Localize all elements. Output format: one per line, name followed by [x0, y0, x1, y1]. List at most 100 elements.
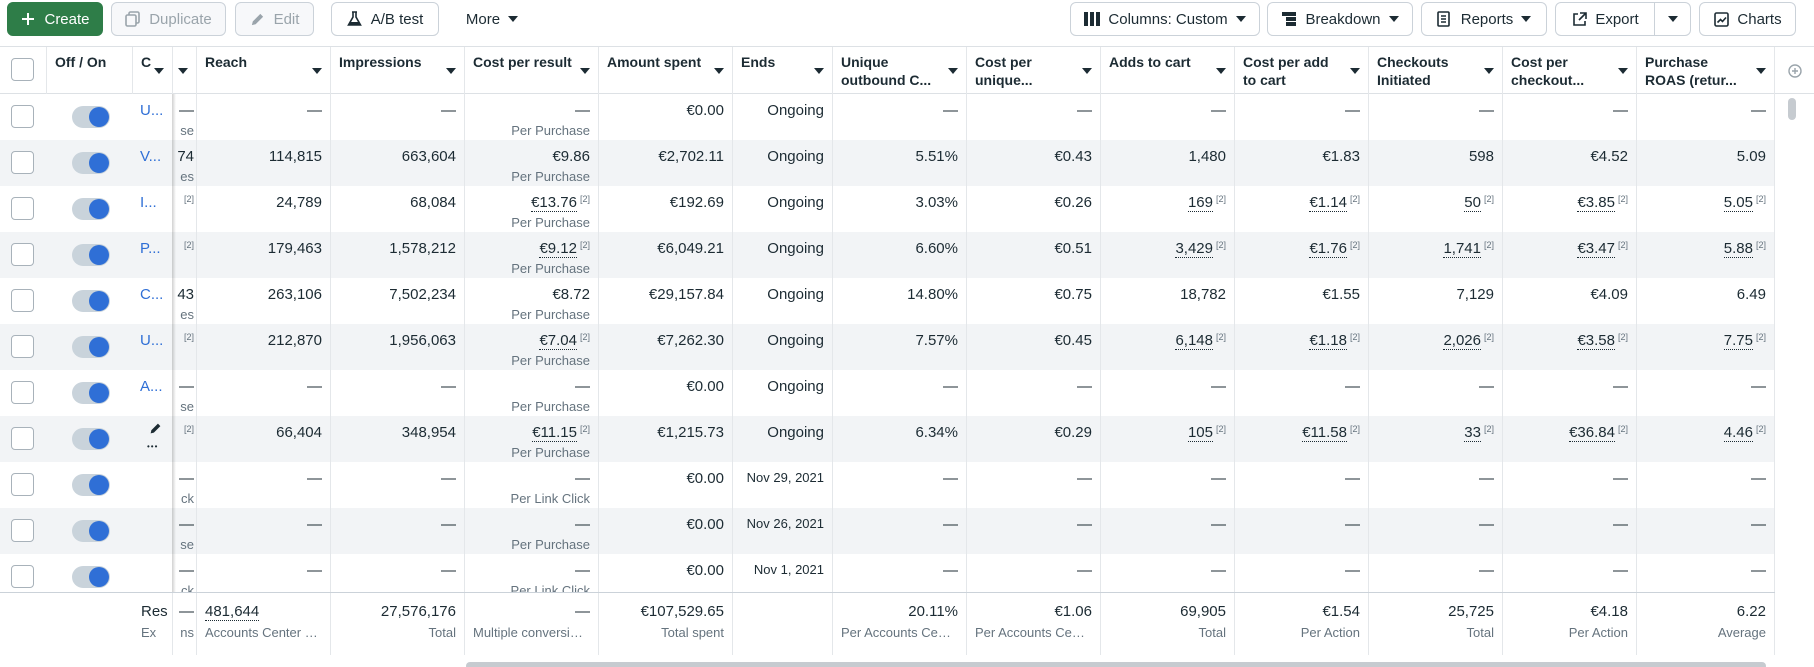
table-row[interactable]: U... — se — — — Per Purchase €0.00 Ongoing — — — — — —…: [0, 94, 1775, 140]
footnote-marker[interactable]: [2]: [1215, 332, 1226, 342]
footnote-marker[interactable]: [2]: [1617, 424, 1628, 434]
table-row[interactable]: — ck — — — Per Link Click €0.00 Nov 1, 2021— — — —…: [0, 554, 1775, 600]
row-checkbox[interactable]: [11, 105, 34, 128]
footnote-marker[interactable]: [2]: [1617, 240, 1628, 250]
header-hidden[interactable]: [173, 47, 197, 94]
footnote-marker[interactable]: [2]: [1349, 240, 1360, 250]
row-name-link[interactable]: I...: [140, 194, 157, 211]
table-row[interactable]: V... 74 es 114,815 663,604 €9.86 Per Purchase €…: [0, 140, 1775, 186]
footnote-marker[interactable]: [2]: [1483, 424, 1494, 434]
row-name-link[interactable]: [133, 508, 173, 554]
edit-button[interactable]: Edit: [235, 2, 314, 36]
row-name-link[interactable]: P...: [140, 240, 161, 257]
row-checkbox[interactable]: [11, 565, 34, 588]
row-toggle[interactable]: [72, 520, 110, 542]
add-column-icon[interactable]: [1775, 47, 1814, 94]
footnote-marker[interactable]: [2]: [1215, 240, 1226, 250]
row-toggle[interactable]: [72, 152, 110, 174]
row-checkbox[interactable]: [11, 197, 34, 220]
footnote-marker[interactable]: [2]: [1349, 424, 1360, 434]
header-cost-per-checkout[interactable]: Cost per checkout...: [1503, 47, 1637, 94]
footnote-marker[interactable]: [2]: [1755, 194, 1766, 204]
row-name-link[interactable]: V...: [140, 148, 162, 165]
row-toggle[interactable]: [72, 566, 110, 588]
row-toggle[interactable]: [72, 474, 110, 496]
header-impressions[interactable]: Impressions: [331, 47, 465, 94]
footnote-marker[interactable]: [2]: [1755, 424, 1766, 434]
row-checkbox[interactable]: [11, 427, 34, 450]
row-toggle[interactable]: [72, 198, 110, 220]
duplicate-button[interactable]: Duplicate: [111, 2, 226, 36]
header-adds-to-cart[interactable]: Adds to cart: [1101, 47, 1235, 94]
row-name-link[interactable]: •••: [133, 416, 173, 462]
more-options-icon[interactable]: •••: [147, 442, 159, 451]
footnote-marker[interactable]: [2]: [1483, 332, 1494, 342]
table-row[interactable]: I... [2] 24,789 68,084 €13.76 [2] Per Purchase…: [0, 186, 1775, 232]
row-name-link[interactable]: U...: [140, 102, 164, 119]
create-button[interactable]: Create: [7, 2, 103, 36]
row-checkbox[interactable]: [11, 243, 34, 266]
footnote-marker[interactable]: [2]: [1617, 194, 1628, 204]
table-row[interactable]: U... [2] 212,870 1,956,063 €7.04 [2] Per Purch…: [0, 324, 1775, 370]
table-row[interactable]: A... — se — — — Per Purchase €0.00 Ongoing — — — — — —…: [0, 370, 1775, 416]
header-cost-per-result[interactable]: Cost per result: [465, 47, 599, 94]
header-name[interactable]: C: [133, 47, 173, 94]
row-checkbox[interactable]: [11, 151, 34, 174]
header-ends[interactable]: Ends: [733, 47, 833, 94]
columns-button[interactable]: Columns: Custom: [1070, 2, 1260, 36]
table-row[interactable]: ••• [2] 66,404 348,954 €11.15 [2] Per Purchase…: [0, 416, 1775, 462]
row-checkbox[interactable]: [11, 473, 34, 496]
breakdown-button[interactable]: Breakdown: [1267, 2, 1413, 36]
row-name-link[interactable]: A...: [140, 378, 163, 395]
row-toggle[interactable]: [72, 428, 110, 450]
table-row[interactable]: P... [2] 179,463 1,578,212 €9.12 [2] Per Purch…: [0, 232, 1775, 278]
row-toggle[interactable]: [72, 106, 110, 128]
charts-button[interactable]: Charts: [1699, 2, 1796, 36]
header-cost-per-unique[interactable]: Cost per unique...: [967, 47, 1101, 94]
row-toggle[interactable]: [72, 290, 110, 312]
footnote-marker[interactable]: [2]: [1349, 194, 1360, 204]
export-dropdown-button[interactable]: [1654, 2, 1691, 36]
footer-reach-value[interactable]: 481,644: [205, 603, 260, 621]
footnote-marker[interactable]: [2]: [579, 332, 590, 342]
header-amount-spent[interactable]: Amount spent: [599, 47, 733, 94]
header-roas[interactable]: Purchase ROAS (retur...: [1637, 47, 1775, 94]
header-off-on[interactable]: Off / On: [47, 47, 133, 94]
table-row[interactable]: — se — — — Per Purchase €0.00 Nov 26, 2021— — — — —…: [0, 508, 1775, 554]
row-name-link[interactable]: [133, 462, 173, 508]
footnote-marker[interactable]: [2]: [1349, 332, 1360, 342]
export-button[interactable]: Export: [1555, 2, 1655, 36]
row-checkbox[interactable]: [11, 381, 34, 404]
row-name-link[interactable]: U...: [140, 332, 164, 349]
vertical-scrollbar[interactable]: [1788, 98, 1796, 120]
row-checkbox[interactable]: [11, 289, 34, 312]
footnote-marker[interactable]: [2]: [579, 194, 590, 204]
row-checkbox[interactable]: [11, 335, 34, 358]
footnote-marker[interactable]: [2]: [1483, 194, 1494, 204]
row-toggle[interactable]: [72, 244, 110, 266]
footnote-marker[interactable]: [2]: [1215, 424, 1226, 434]
more-button[interactable]: More: [453, 2, 531, 36]
footnote-marker[interactable]: [2]: [1617, 332, 1628, 342]
footnote-marker[interactable]: [2]: [1483, 240, 1494, 250]
footnote-marker[interactable]: [2]: [1215, 194, 1226, 204]
table-row[interactable]: — ck — — — Per Link Click €0.00 Nov 29, 2021— — —…: [0, 462, 1775, 508]
row-name-link[interactable]: C...: [140, 286, 164, 303]
reports-button[interactable]: Reports: [1421, 2, 1547, 36]
footnote-marker[interactable]: [2]: [1755, 332, 1766, 342]
pencil-icon[interactable]: [149, 422, 162, 439]
footnote-marker[interactable]: [2]: [579, 424, 590, 434]
select-all-checkbox[interactable]: [11, 58, 34, 81]
horizontal-scrollbar[interactable]: [466, 662, 1766, 667]
footnote-marker[interactable]: [2]: [1755, 240, 1766, 250]
header-reach[interactable]: Reach: [197, 47, 331, 94]
row-toggle[interactable]: [72, 382, 110, 404]
header-cost-per-add[interactable]: Cost per add to cart: [1235, 47, 1369, 94]
row-toggle[interactable]: [72, 336, 110, 358]
footnote-marker[interactable]: [2]: [579, 240, 590, 250]
header-checkouts[interactable]: Checkouts Initiated: [1369, 47, 1503, 94]
row-checkbox[interactable]: [11, 519, 34, 542]
header-unique-outbound[interactable]: Unique outbound C...: [833, 47, 967, 94]
ab-test-button[interactable]: A/B test: [331, 2, 439, 36]
table-row[interactable]: C... 43 es 263,106 7,502,234 €8.72 Per Purchas…: [0, 278, 1775, 324]
